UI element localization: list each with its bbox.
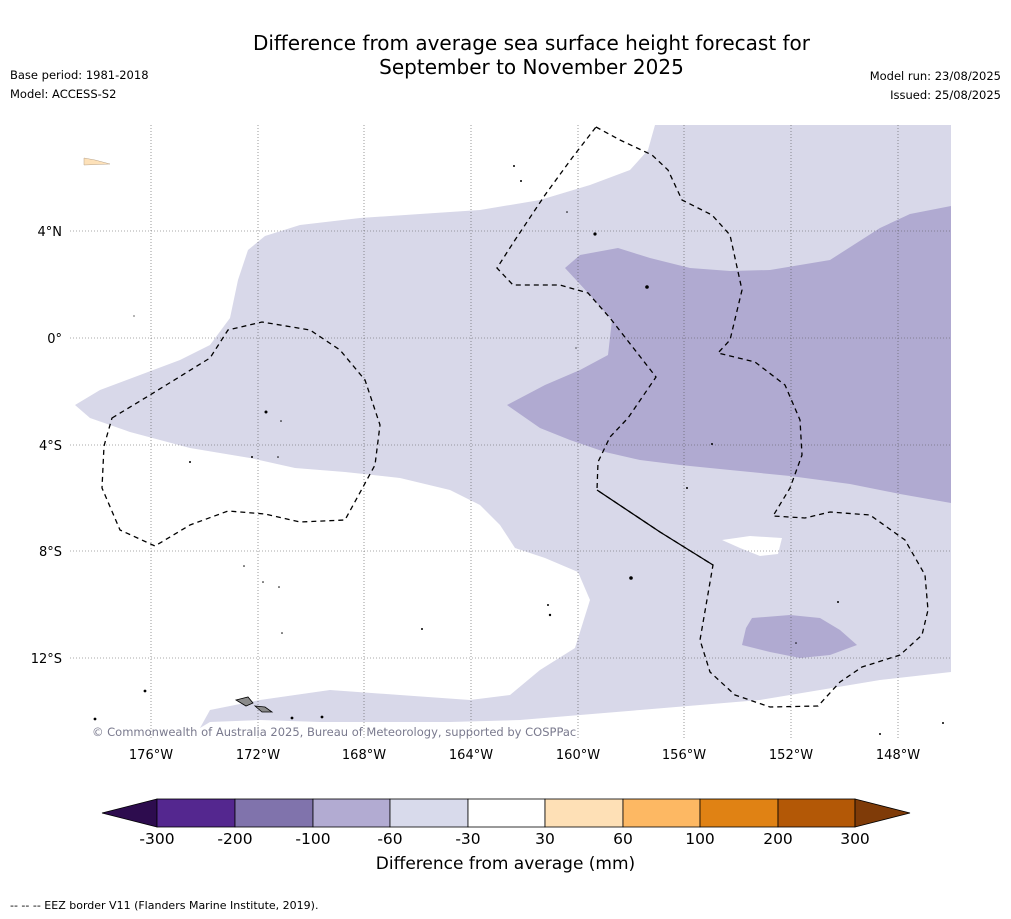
- lon-label-172w: 172°W: [236, 748, 280, 763]
- colorbar-bin-4: [389, 798, 469, 828]
- lon-label-168w: 168°W: [342, 748, 386, 763]
- lat-label-8s: 8°S: [39, 545, 62, 560]
- colorbar: [101, 798, 911, 828]
- model-run: Model run: 23/08/2025: [869, 69, 1001, 83]
- lat-label-12s: 12°S: [31, 652, 62, 667]
- lon-label-176w: 176°W: [129, 748, 173, 763]
- colorbar-bin-2: [234, 798, 314, 828]
- colorbar-bin-9: [777, 798, 856, 828]
- lat-label-4s: 4°S: [39, 439, 62, 454]
- colorbar-bin-5: [467, 798, 546, 828]
- colorbar-title: Difference from average (mm): [375, 854, 636, 874]
- eez-border-central: [496, 126, 929, 708]
- eez-borders: [101, 126, 929, 708]
- latitude-labels: 4°N 0° 4°S 8°S 12°S: [31, 225, 62, 667]
- islands: [93, 165, 944, 735]
- colorbar-tick: -300: [139, 830, 174, 848]
- issued-date: Issued: 25/08/2025: [890, 88, 1001, 102]
- anomaly-region-positive: [83, 157, 111, 166]
- maritime-boundary-solid: [596, 489, 714, 566]
- eez-border-west: [101, 321, 381, 547]
- lon-label-164w: 164°W: [449, 748, 493, 763]
- colorbar-tick: 60: [613, 830, 633, 848]
- colorbar-extend-high: [854, 798, 911, 828]
- colorbar-bin-3: [312, 798, 391, 828]
- lat-label-4n: 4°N: [38, 225, 63, 240]
- colorbar-bin-1: [156, 798, 236, 828]
- colorbar-tick: 100: [685, 830, 715, 848]
- colorbar-bin-6: [544, 798, 624, 828]
- colorbar-tick: -30: [455, 830, 480, 848]
- lon-label-156w: 156°W: [662, 748, 706, 763]
- samoa-islands: [234, 696, 274, 713]
- colorbar-ticks: -300 -200 -100 -60 -30 30 60 100 200 300: [139, 830, 869, 848]
- grid-lines: [70, 125, 951, 740]
- anomaly-layers: [75, 125, 951, 728]
- colorbar-tick: 200: [763, 830, 793, 848]
- longitude-labels: 176°W 172°W 168°W 164°W 160°W 156°W 152°…: [129, 748, 920, 763]
- colorbar-tick: 300: [840, 830, 870, 848]
- colorbar-tick: 30: [535, 830, 555, 848]
- meta-left: Base period: 1981-2018 Model: ACCESS-S2: [10, 66, 149, 104]
- eez-footnote: -- -- -- EEZ border V11 (Flanders Marine…: [10, 899, 319, 912]
- colorbar-bin-8: [699, 798, 779, 828]
- colorbar-tick: -100: [295, 830, 330, 848]
- base-period: Base period: 1981-2018: [10, 68, 149, 82]
- chart-title: Difference from average sea surface heig…: [0, 31, 1011, 79]
- title-line-1: Difference from average sea surface heig…: [252, 31, 811, 55]
- title-line-2: September to November 2025: [379, 55, 684, 79]
- model-name: Model: ACCESS-S2: [10, 87, 117, 101]
- lon-label-152w: 152°W: [769, 748, 813, 763]
- colorbar-tick: -60: [377, 830, 402, 848]
- lon-label-160w: 160°W: [556, 748, 600, 763]
- meta-right: Model run: 23/08/2025 Issued: 25/08/2025: [870, 67, 1001, 105]
- colorbar-extend-low: [101, 798, 158, 828]
- colorbar-tick: -200: [217, 830, 252, 848]
- colorbar-bin-7: [622, 798, 701, 828]
- lat-label-0: 0°: [47, 332, 62, 347]
- copyright-notice: © Commonwealth of Australia 2025, Bureau…: [92, 725, 576, 739]
- lon-label-148w: 148°W: [876, 748, 920, 763]
- anomaly-region-medium-south: [742, 615, 857, 658]
